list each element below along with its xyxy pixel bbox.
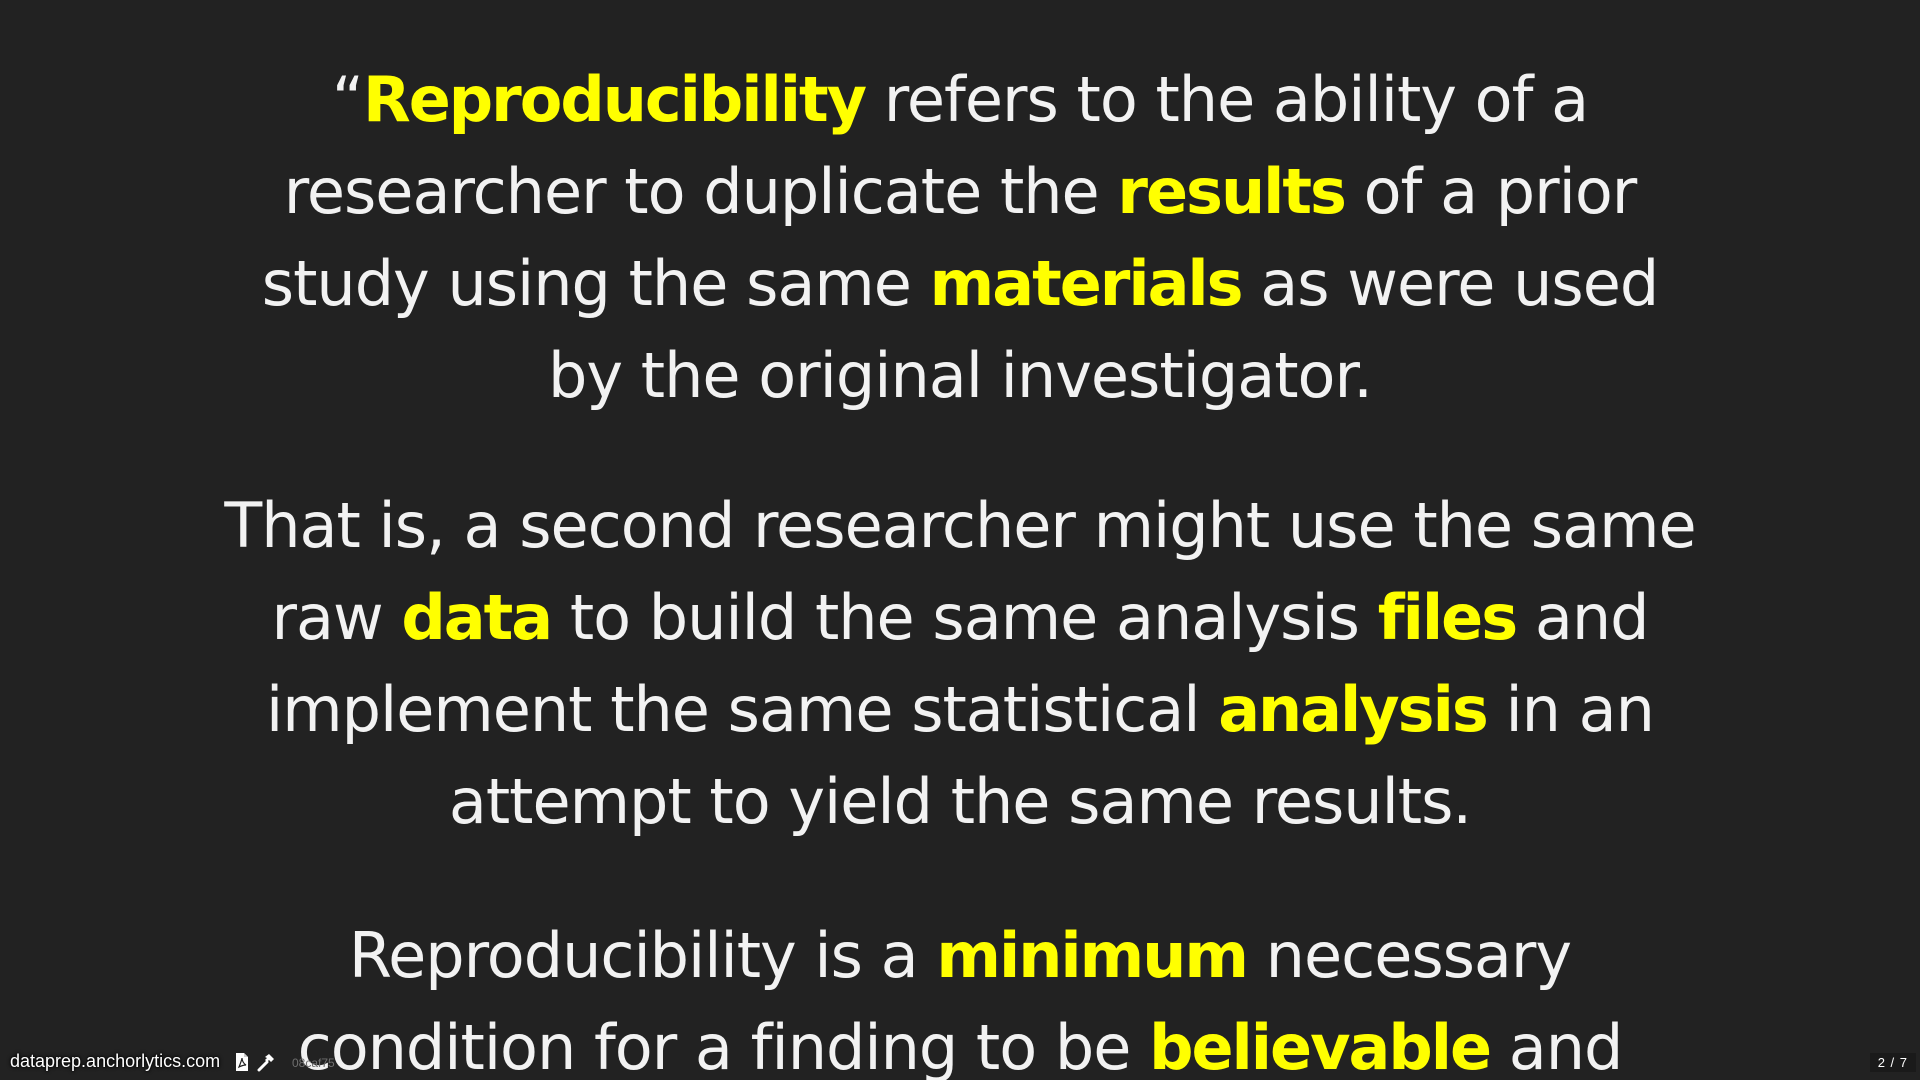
slide-number: 2 / 7 [1869,1053,1916,1072]
quote1-text-3: as were used by the original investigato… [548,247,1659,412]
highlight-reproducibility: Reproducibility [363,63,867,136]
highlight-files: files [1377,581,1518,654]
hammer-icon[interactable] [256,1052,276,1072]
highlight-data: data [401,581,553,654]
quote-paragraph-1: “Reproducibility refers to the ability o… [220,54,1700,422]
quote3-text-1: necessary condition for a finding to be [297,919,1573,1080]
highlight-results: results [1117,155,1346,228]
open-quote: “ [331,63,364,136]
quote1-text-1: refers to the ability of a researcher to… [283,63,1589,228]
quote2-text-2: and implement the same statistical [266,581,1649,746]
slide-footer: dataprep.anchorlytics.com 08caf75 2 / 7 [0,1044,1920,1080]
quote2-text-1: to build the same analysis [551,581,1378,654]
quote1-text-2: of a prior study using the same [261,155,1637,320]
quote3-text-2: and [1490,1011,1624,1080]
quote-paragraph-3: Reproducibility is a minimum necessary c… [220,910,1700,1080]
highlight-believable: believable [1149,1011,1492,1080]
quote3-text-0: Reproducibility is a [348,919,937,992]
footer-url-link[interactable]: dataprep.anchorlytics.com [8,1051,223,1072]
highlight-minimum: minimum [936,919,1249,992]
quote-paragraph-2: That is, a second researcher might use t… [220,480,1700,848]
pdf-icon[interactable] [232,1052,252,1072]
footer-icons [232,1052,276,1072]
highlight-materials: materials [929,247,1244,320]
quote2-text-3: in an attempt to yield the same results. [448,673,1655,838]
commit-hash: 08caf75 [292,1056,335,1070]
highlight-analysis: analysis [1218,673,1489,746]
quote2-text-0: That is, a second researcher might use t… [224,489,1696,654]
